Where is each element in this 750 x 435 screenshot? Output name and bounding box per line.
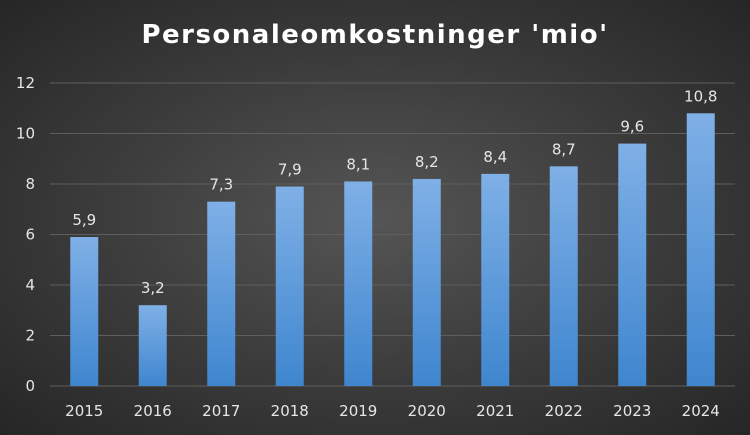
x-tick-label: 2020 xyxy=(408,402,446,420)
x-tick-label: 2017 xyxy=(202,402,240,420)
bar-2021 xyxy=(481,173,510,386)
data-label: 3,2 xyxy=(141,279,165,297)
y-tick-label: 2 xyxy=(25,327,35,345)
data-label: 8,2 xyxy=(415,153,439,171)
bar-2019 xyxy=(344,181,373,386)
x-tick-label: 2019 xyxy=(339,402,377,420)
x-tick-label: 2022 xyxy=(545,402,583,420)
y-tick-label: 8 xyxy=(25,175,35,193)
bar-2020 xyxy=(412,178,441,386)
labels: 0 2 4 6 8 10 12 5,9 2015 3,2 2016 7,3 2017 7,9 2018 8,1… xyxy=(16,74,720,420)
x-tick-label: 2016 xyxy=(134,402,172,420)
bar-2018 xyxy=(275,186,304,386)
y-tick-label: 12 xyxy=(16,74,35,92)
bar-2015 xyxy=(70,237,99,386)
data-label: 7,3 xyxy=(209,176,233,194)
bar-2024 xyxy=(686,113,715,387)
x-tick-label: 2018 xyxy=(271,402,309,420)
y-tick-label: 4 xyxy=(25,276,35,294)
bar-2016 xyxy=(138,305,167,386)
y-tick-label: 6 xyxy=(25,226,35,244)
data-label: 8,4 xyxy=(483,148,507,166)
x-tick-label: 2021 xyxy=(476,402,514,420)
x-tick-label: 2023 xyxy=(613,402,651,420)
bar-2022 xyxy=(549,166,578,386)
data-label: 8,7 xyxy=(552,140,576,158)
data-label: 8,1 xyxy=(346,155,370,173)
y-tick-label: 0 xyxy=(25,377,35,395)
data-label: 7,9 xyxy=(278,161,302,179)
data-label: 9,6 xyxy=(620,118,644,136)
chart-title: Personaleomkostninger 'mio' xyxy=(141,20,609,50)
y-tick-label: 10 xyxy=(16,125,35,143)
x-tick-label: 2024 xyxy=(682,402,720,420)
x-tick-label: 2015 xyxy=(65,402,103,420)
bars xyxy=(70,113,715,387)
data-label: 10,8 xyxy=(684,87,717,105)
bar-2023 xyxy=(618,143,647,386)
bar-2017 xyxy=(207,201,236,386)
data-label: 5,9 xyxy=(72,211,96,229)
